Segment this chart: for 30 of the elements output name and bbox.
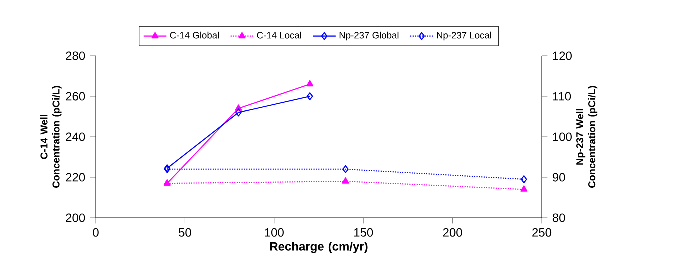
x-tick-label: 200 (443, 228, 462, 237)
y2-tick-label: 90 (552, 173, 566, 182)
x-tick-label: 250 (532, 228, 552, 237)
legend-label: Np-237 Global (340, 32, 399, 41)
point (342, 178, 350, 184)
y2-axis-title: Np-237 Well Concentration (pCi/L) (576, 86, 598, 188)
y-tick-label: 220 (66, 173, 86, 182)
x-tick-label: 150 (354, 228, 374, 237)
y-tick-label: 200 (66, 214, 86, 222)
legend-label: C-14 Global (170, 32, 220, 39)
point (342, 165, 349, 174)
y-axis-title: C-14 Well Concentration (pCi/L) (40, 86, 62, 188)
x-tick-label: 50 (179, 228, 192, 237)
legend-label: C-14 Local (257, 32, 302, 39)
y-tick-label: 240 (66, 132, 86, 142)
point (306, 92, 314, 101)
x-tick-label: 100 (265, 228, 284, 237)
point (306, 80, 314, 87)
y2-tick-label: 110 (553, 92, 572, 101)
point (520, 186, 528, 192)
point (236, 108, 242, 117)
y2-tick-label: 100 (553, 132, 572, 142)
point (521, 176, 528, 184)
y-tick-label: 280 (66, 52, 86, 60)
legend-label: Np-237 Local (437, 32, 492, 41)
x-tick-label: 0 (93, 228, 99, 237)
y-tick-label: 260 (66, 92, 86, 101)
x-axis-title: Recharge (cm/yr) (270, 242, 368, 254)
y2-tick-label: 120 (553, 52, 572, 60)
y2-tick-label: 80 (552, 214, 566, 222)
